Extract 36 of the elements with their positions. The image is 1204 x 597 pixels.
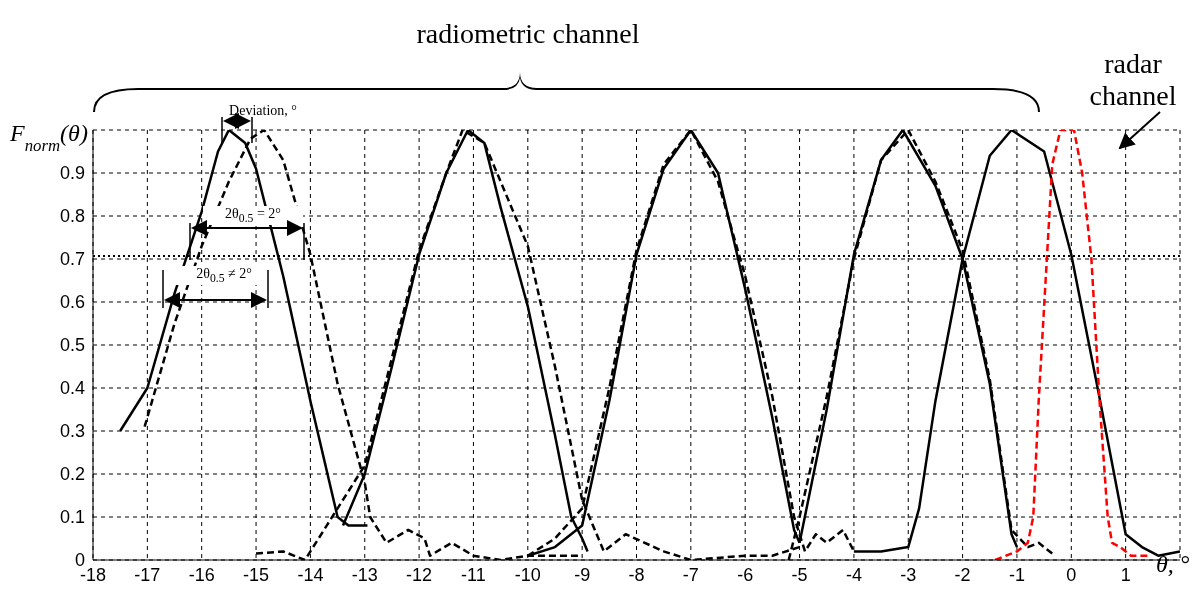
x-tick-label: 0 — [1066, 564, 1077, 585]
x-tick-label: -15 — [243, 564, 270, 585]
x-tick-label: -12 — [406, 564, 433, 585]
annotation: 2θ$_{0.5}$ = 2° — [203, 206, 303, 226]
x-tick-label: -2 — [954, 564, 971, 585]
x-tick-label: -7 — [682, 564, 699, 585]
y-tick-label: 0.4 — [59, 378, 85, 399]
y-tick-label: 0.6 — [59, 292, 85, 313]
text: Deviation, ° — [228, 103, 298, 120]
x-tick-label: -8 — [628, 564, 645, 585]
x-tick-label: -10 — [514, 564, 541, 585]
x-tick-label: -1 — [1008, 564, 1025, 585]
x-tick-label: -11 — [461, 564, 486, 585]
x-tick-label: -4 — [845, 564, 862, 585]
y-tick-label: 0.3 — [59, 421, 85, 442]
y-tick-label: 0.2 — [59, 464, 85, 485]
y-tick-label: 0.5 — [59, 335, 85, 356]
x-tick-label: -3 — [900, 564, 917, 585]
y-tick-label: 0.1 — [59, 507, 85, 528]
y-tick-label: 0 — [74, 550, 85, 571]
x-tick-label: -14 — [297, 564, 324, 585]
text: radiometric channel — [415, 18, 641, 51]
x-tick-label: -13 — [351, 564, 378, 585]
x-tick-label: -9 — [574, 564, 591, 585]
y-tick-label: 0.9 — [59, 163, 85, 184]
y-tick-label: 0.7 — [59, 249, 85, 270]
x-tick-label: 1 — [1120, 564, 1131, 585]
x-tick-label: -16 — [188, 564, 215, 585]
text: radar channel — [1088, 48, 1178, 113]
x-tick-label: -17 — [134, 564, 161, 585]
y-tick-label: 0.8 — [59, 206, 85, 227]
annotation: 2θ$_{0.5}$ ≠ 2° — [174, 266, 274, 286]
x-tick-label: -6 — [737, 564, 754, 585]
y-axis-title: F$_{norm}$(θ) — [9, 120, 88, 155]
x-tick-label: -5 — [791, 564, 808, 585]
x-axis-title: θ, ° — [1156, 551, 1190, 578]
